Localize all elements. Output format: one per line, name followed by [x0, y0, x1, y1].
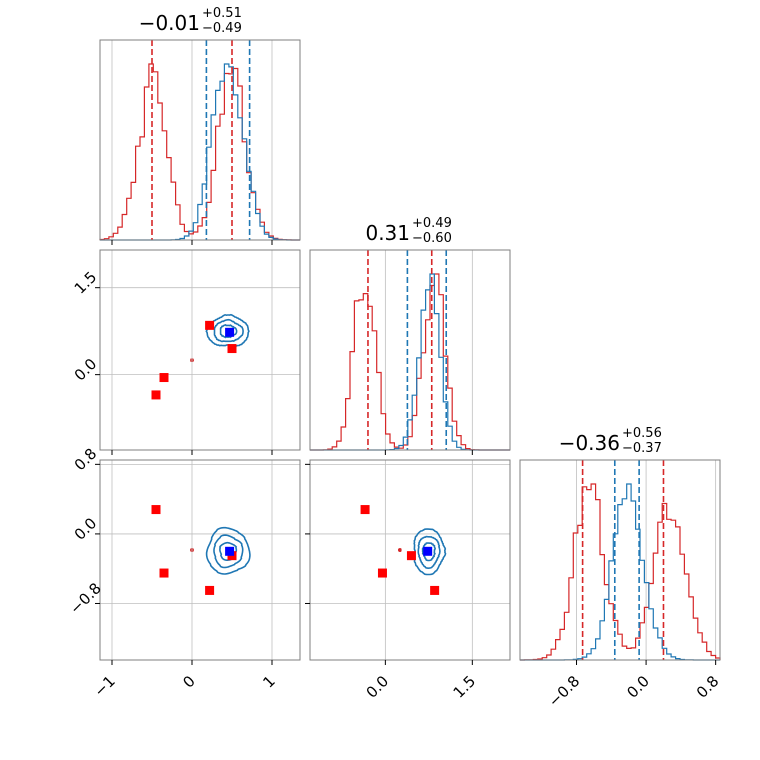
- marker-red-2-0-2: [205, 585, 215, 595]
- panel-frame-2-2: [519, 459, 721, 661]
- panel-frame-1-1: [309, 249, 511, 451]
- marker-red-1-0-0: [151, 390, 161, 400]
- contour-blue-outer-2-0: [205, 526, 251, 575]
- tick-label-y-1-1: 1.5: [71, 268, 101, 298]
- contour-blue-mid-2-0: [213, 534, 244, 569]
- line-layer: [99, 40, 721, 661]
- histogram-blue-0: [100, 63, 300, 241]
- param-title-plus-2: +0.56: [622, 426, 662, 441]
- histogram-red-0: [99, 63, 300, 241]
- param-title-minus-2: −0.37: [622, 441, 662, 456]
- param-title-plus-0: +0.51: [202, 6, 242, 21]
- histogram-red-2: [520, 483, 721, 661]
- tick-label-x-0-0: −1: [90, 672, 118, 700]
- param-title-minus-1: −0.60: [412, 231, 452, 246]
- marker-red-2-0-0: [151, 505, 161, 515]
- text-layer: −0.01 +0.51−0.490.31 +0.49−0.60−0.36 +0.56−…: [66, 6, 722, 711]
- marker-red-2-1-3: [406, 551, 416, 561]
- marker-red-2-1-1: [377, 568, 387, 578]
- marker-red-1-0-3: [227, 344, 237, 354]
- marker-blue-2-1: [423, 546, 433, 556]
- marker-red-1-0-1: [159, 373, 169, 383]
- panel-frame-2-0: [99, 459, 301, 661]
- marker-blue-2-0: [225, 546, 235, 556]
- contour-blue-mid-2-1: [417, 535, 441, 570]
- tick-label-y-2-2: 0.8: [71, 445, 101, 475]
- marker-blue-1-0: [225, 327, 235, 337]
- frame-layer: [95, 39, 721, 665]
- panel-frame-1-0: [99, 249, 301, 451]
- marker-red-1-0-2: [205, 320, 215, 330]
- tick-label-x-0-1: 0: [179, 672, 198, 691]
- panel-frame-0-0: [99, 39, 301, 241]
- param-title-0: −0.01: [139, 11, 200, 35]
- contour-blue-inner-2-1: [421, 542, 436, 562]
- histogram-blue-2: [520, 483, 720, 661]
- marker-red-2-1-2: [430, 585, 440, 595]
- filled-contour-layer: [190, 358, 402, 552]
- param-title-1: 0.31: [365, 221, 410, 245]
- tick-label-x-2-1: 0.0: [623, 672, 653, 702]
- tick-label-x-2-2: 0.8: [693, 672, 723, 702]
- marker-red-2-0-1: [159, 568, 169, 578]
- tick-label-x-1-0: 0.0: [363, 672, 393, 702]
- param-title-2: −0.36: [559, 431, 620, 455]
- panel-frame-2-1: [309, 459, 511, 661]
- param-title-plus-1: +0.49: [412, 216, 452, 231]
- histogram-red-1: [310, 273, 510, 451]
- tick-label-y-2-0: −0.8: [66, 579, 104, 617]
- contour-blue-mid-1-0: [213, 318, 244, 343]
- tick-label-y-1-0: 0.0: [71, 355, 101, 385]
- tick-label-y-2-1: 0.0: [71, 514, 101, 544]
- contour-red-inner-2-1: [398, 548, 402, 552]
- marker-red-2-1-0: [360, 505, 370, 515]
- grid-layer: [100, 40, 717, 660]
- param-title-minus-0: −0.49: [202, 21, 242, 36]
- histogram-blue-1: [310, 273, 510, 451]
- tick-label-x-1-1: 1.5: [450, 672, 480, 702]
- tick-label-x-2-0: −0.8: [545, 672, 583, 710]
- tick-label-x-0-2: 1: [259, 672, 278, 691]
